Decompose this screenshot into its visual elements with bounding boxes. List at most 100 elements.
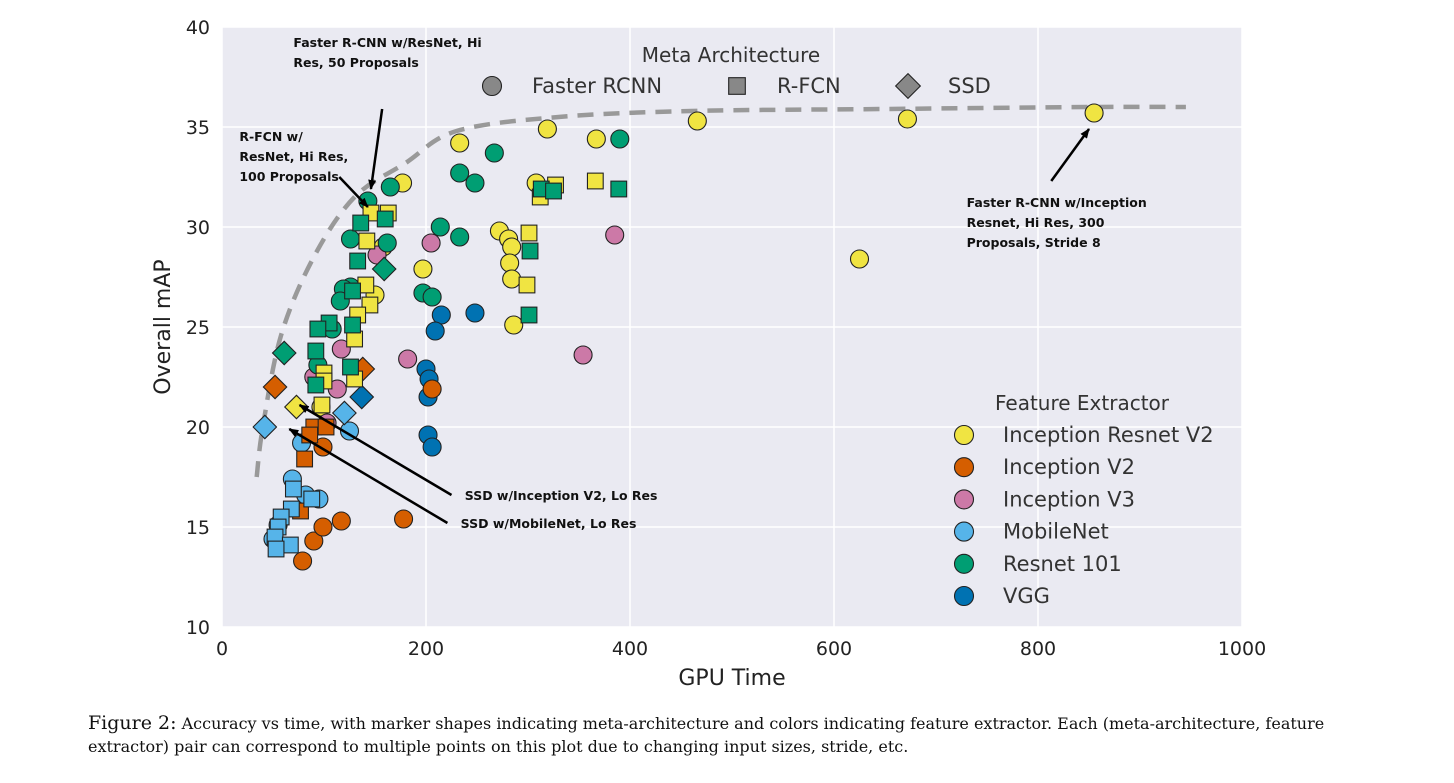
legend-feature-marker (953, 521, 975, 542)
annotation-text: R-FCN w/ (239, 129, 303, 144)
annotation-text: Resnet, Hi Res, 300 (967, 215, 1105, 230)
y-tick-label: 40 (186, 17, 210, 39)
x-tick-label: 0 (216, 638, 228, 660)
data-point (342, 358, 359, 376)
legend-meta-architecture: Meta Architecture Faster RCNN R-FCN SSD (481, 43, 991, 100)
figure-caption: Figure 2: Accuracy vs time, with marker … (88, 712, 1338, 758)
data-point (262, 374, 288, 400)
data-point (425, 321, 445, 341)
data-point (331, 339, 351, 359)
data-point (293, 551, 313, 571)
data-point (502, 269, 522, 289)
data-point (520, 306, 538, 324)
data-point (520, 224, 538, 242)
legend-feature-label: Inception Resnet V2 (1003, 423, 1214, 447)
data-point (687, 111, 707, 131)
data-point (309, 320, 327, 338)
data-point (303, 490, 321, 508)
legend-meta-marker (728, 77, 746, 95)
data-point (521, 242, 539, 260)
legend-feature-extractor: Feature Extractor Inception Resnet V2 Ince… (953, 391, 1214, 608)
data-point (377, 233, 397, 253)
annotation-text: SSD w/Inception V2, Lo Res (465, 488, 658, 503)
legend-feature-marker (953, 457, 975, 478)
data-point (281, 536, 299, 554)
legend-feature-label: Inception V3 (1003, 487, 1135, 511)
data-point (500, 253, 520, 273)
legend-meta-title: Meta Architecture (642, 43, 820, 67)
data-point (313, 396, 331, 414)
data-point (605, 225, 625, 245)
legend-meta-label: Faster RCNN (532, 74, 662, 98)
data-point (358, 232, 376, 250)
annotation-text: 100 Proposals (239, 169, 339, 184)
legend-feature-marker (953, 489, 975, 510)
y-tick-labels: 10 15 20 25 30 35 40 (186, 17, 210, 639)
data-point (545, 182, 562, 200)
data-point (422, 287, 442, 307)
data-point (897, 109, 917, 129)
annotation-text: Faster R-CNN w/ResNet, Hi (293, 35, 481, 50)
x-axis-label: GPU Time (678, 666, 785, 691)
data-point (573, 345, 593, 365)
data-point (430, 217, 450, 237)
data-point (307, 376, 325, 394)
data-point (1084, 103, 1104, 123)
x-tick-label: 800 (1020, 638, 1056, 660)
data-point (586, 129, 606, 149)
data-point (349, 252, 367, 270)
frontier-line (254, 104, 1186, 478)
data-points (252, 103, 1104, 571)
legend-meta-label: SSD (948, 74, 991, 98)
x-tick-label: 1000 (1218, 638, 1266, 660)
legend-feature-title: Feature Extractor (995, 391, 1170, 415)
annotation-arrow (368, 108, 384, 190)
data-point (484, 143, 504, 163)
data-point (304, 531, 324, 551)
data-point (422, 437, 442, 457)
data-point (502, 237, 522, 257)
data-point (313, 517, 333, 537)
data-point (340, 229, 361, 249)
legend-feature-marker (953, 424, 975, 446)
x-tick-label: 200 (408, 638, 444, 660)
legend-feature-label: MobileNet (1003, 520, 1109, 544)
annotation-text: Res, 50 Proposals (293, 55, 418, 70)
annotation-arrow (1050, 128, 1091, 182)
data-point (421, 233, 441, 253)
scatter-chart: 0 200 400 600 800 1000 10 15 20 25 30 35 40 GPU Tim… (151, 17, 1266, 691)
annotations: Faster R-CNN w/ResNet, Hi Res, 50 Proposa… (239, 35, 1146, 531)
y-tick-label: 20 (186, 417, 210, 439)
data-point (307, 342, 325, 360)
data-point (398, 349, 418, 369)
data-point (431, 305, 451, 325)
y-tick-label: 35 (186, 117, 210, 139)
y-tick-label: 25 (186, 317, 210, 339)
data-point (422, 379, 442, 399)
y-axis-label: Overall mAP (151, 259, 176, 394)
pareto-frontier (254, 104, 1186, 478)
legend-meta-marker (481, 75, 503, 97)
data-point (849, 249, 870, 269)
annotation-text: ResNet, Hi Res, (239, 149, 348, 164)
annotation-arrow (298, 403, 453, 497)
y-tick-label: 30 (186, 217, 210, 239)
legend-feature-marker (953, 585, 975, 607)
data-point (252, 414, 278, 440)
data-point (537, 119, 557, 139)
data-point (349, 384, 375, 410)
data-point (352, 214, 370, 232)
data-point (413, 259, 433, 279)
data-point (339, 421, 360, 441)
legend-feature-label: Inception V2 (1003, 455, 1135, 479)
data-point (271, 340, 297, 366)
data-point (371, 256, 397, 282)
x-tick-label: 600 (816, 638, 852, 660)
x-tick-label: 400 (612, 638, 648, 660)
caption-text: Accuracy vs time, with marker shapes ind… (88, 714, 1325, 756)
data-point (450, 133, 470, 153)
annotation-text: Faster R-CNN w/Inception (967, 195, 1147, 210)
x-tick-labels: 0 200 400 600 800 1000 (216, 638, 1266, 660)
data-point (344, 316, 361, 334)
legend-feature-label: Resnet 101 (1003, 552, 1122, 576)
